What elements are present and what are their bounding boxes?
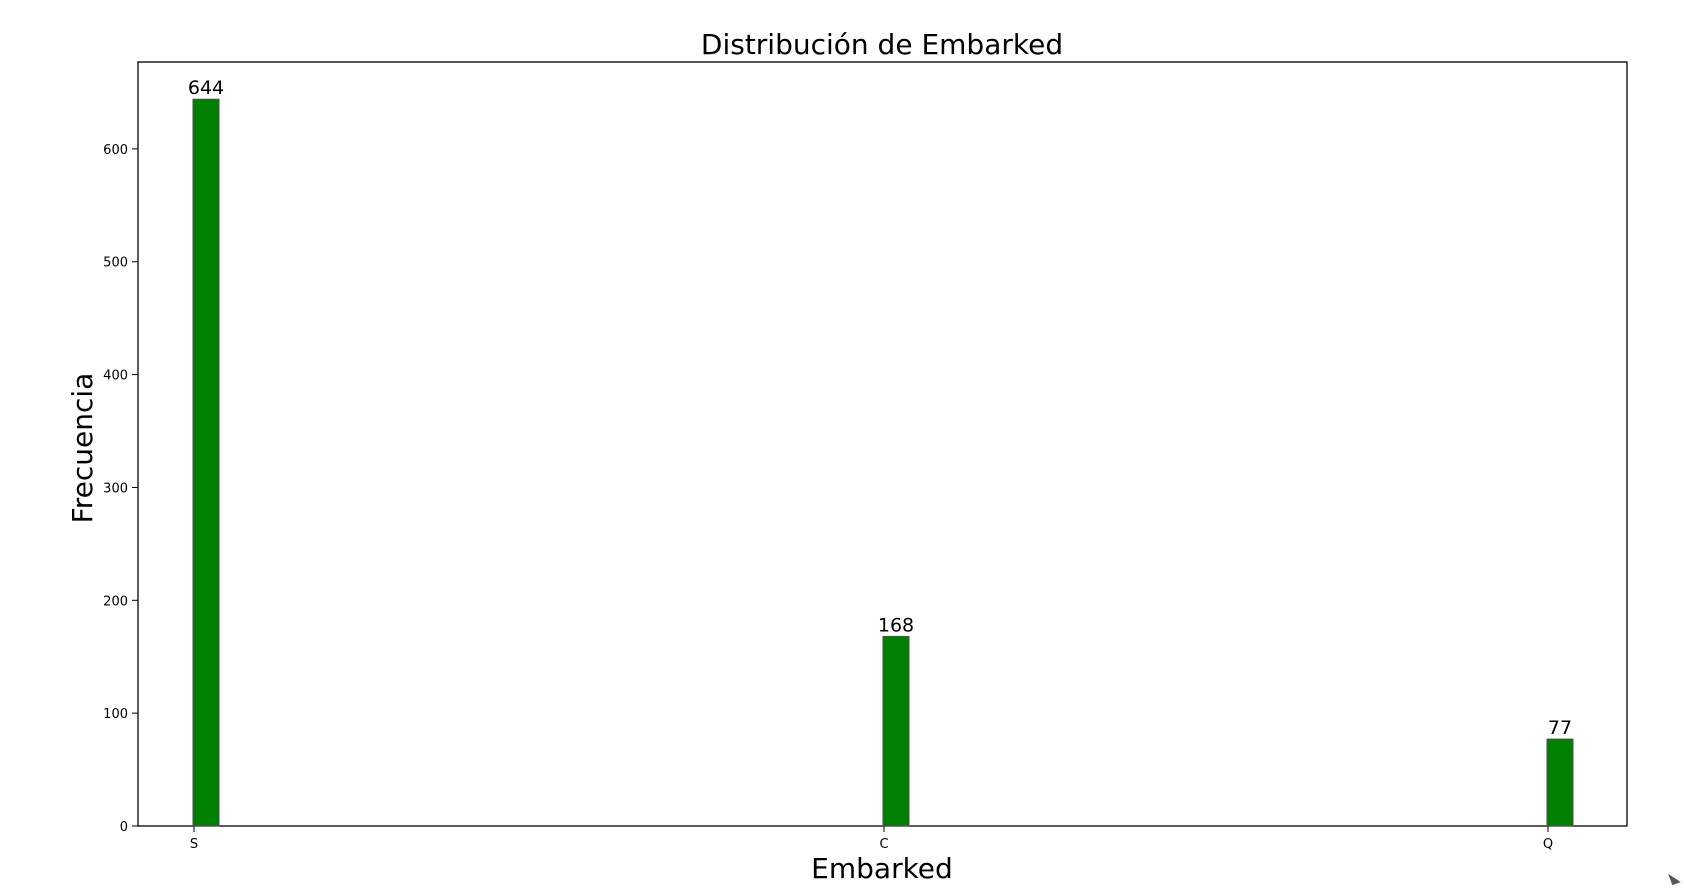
bar-Q (1546, 738, 1574, 827)
y-tick-label: 300 (103, 481, 128, 496)
x-tick-label: C (879, 837, 888, 852)
bar-S (192, 98, 220, 827)
y-axis-label: Frecuencia (66, 373, 99, 524)
bar-value-label: 77 (1548, 717, 1572, 739)
bar-value-label: 644 (188, 77, 224, 99)
y-tick-label: 0 (120, 820, 128, 835)
y-tick-label: 200 (103, 594, 128, 609)
bar-value-label: 168 (878, 614, 914, 636)
bar-C (882, 635, 910, 827)
y-tick-label: 500 (103, 256, 128, 271)
chart-title: Distribución de Embarked (701, 28, 1063, 61)
x-tick-label: S (190, 837, 198, 852)
y-axis: 0 100 200 300 400 500 600 (103, 143, 138, 835)
bars-group: 644 168 77 (188, 77, 1574, 827)
y-tick-label: 100 (103, 707, 128, 722)
x-tick-label: Q (1543, 837, 1553, 852)
y-tick-label: 400 (103, 369, 128, 384)
x-axis-label: Embarked (811, 852, 953, 885)
y-tick-label: 600 (103, 143, 128, 158)
